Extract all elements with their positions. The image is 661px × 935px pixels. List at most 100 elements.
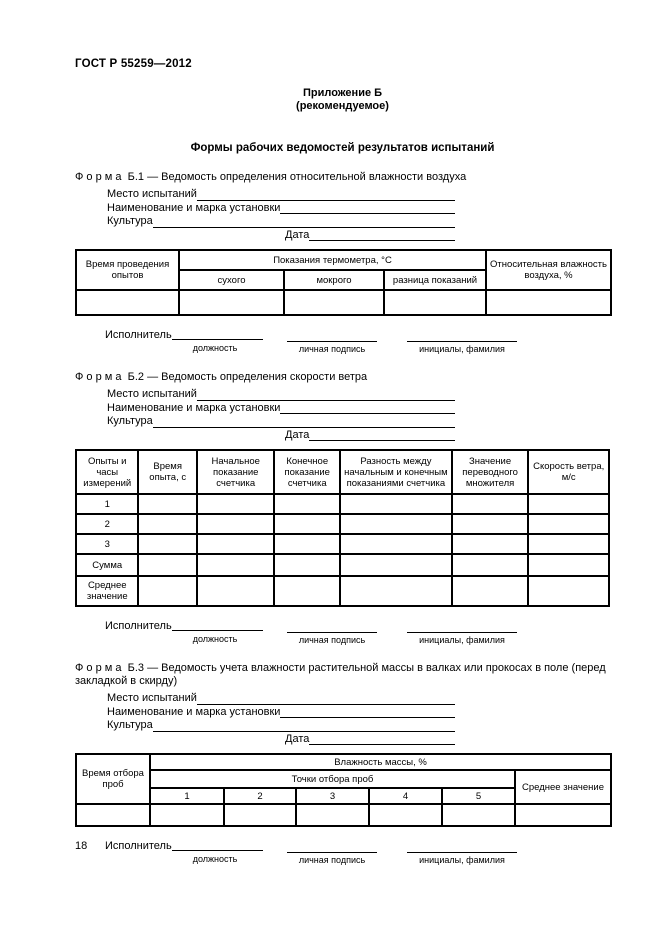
executor-position-caption: должность: [192, 343, 238, 353]
field-date-label: Дата: [285, 428, 310, 441]
b3-group-points: Точки отбора проб: [149, 769, 516, 789]
table-row: 2: [74, 513, 610, 535]
b2-row-label: 3: [74, 533, 140, 555]
table-row: Среднее значение: [74, 575, 610, 607]
form-b3-title: Ф о р м а Б.3 — Ведомость учета влажност…: [75, 662, 609, 687]
executor-name-caption: инициалы, фамилия: [419, 635, 505, 645]
form-b2-fields: Место испытаний Наименование и марка уст…: [107, 388, 455, 442]
b1-sub-dry: сухого: [178, 269, 285, 291]
empty-cell: [195, 533, 276, 555]
field-date-blank: [309, 229, 455, 241]
empty-cell: [273, 513, 341, 535]
field-culture-label: Культура: [107, 215, 153, 227]
field-date-blank: [309, 429, 455, 441]
b1-col-time: Время проведения опытов: [75, 249, 180, 291]
executor-name-block: инициалы, фамилия: [407, 620, 517, 645]
field-culture: Культура: [107, 215, 455, 229]
empty-cell: [450, 553, 530, 577]
empty-cell: [195, 553, 276, 577]
executor-position-block: Исполнитель должность: [105, 840, 263, 865]
b3-point: 3: [295, 787, 370, 805]
executor-position-blank: [171, 840, 263, 851]
field-date-label: Дата: [285, 732, 310, 745]
b2-row-label: 2: [74, 513, 140, 535]
field-installation-label: Наименование и марка установки: [107, 401, 281, 414]
executor-position-block: Исполнитель должность: [105, 620, 263, 645]
field-installation: Наименование и марка установки: [107, 402, 455, 416]
field-culture-blank: [152, 719, 455, 732]
empty-cell: [273, 493, 341, 515]
field-culture-label: Культура: [107, 719, 153, 731]
form-b3-fields: Место испытаний Наименование и марка уст…: [107, 692, 455, 746]
empty-cell: [450, 493, 530, 515]
b3-group-moisture: Влажность массы, %: [148, 753, 613, 771]
empty-cell: [527, 533, 610, 555]
empty-cell: [485, 289, 613, 316]
form-b1-table: Время проведения опытов Показания термом…: [75, 249, 613, 316]
b3-col-time: Время отбора проб: [75, 753, 151, 805]
field-installation-label: Наименование и марка установки: [107, 201, 281, 214]
empty-cell: [338, 513, 453, 535]
empty-cell: [527, 575, 610, 607]
field-culture-blank: [152, 215, 455, 228]
b2-header: Опыты и часы измерений: [74, 449, 140, 495]
empty-cell: [513, 803, 613, 827]
b3-point: 2: [223, 787, 297, 805]
executor-label: Исполнитель: [105, 620, 172, 632]
empty-cell: [137, 533, 198, 555]
b2-row-label: Сумма: [74, 553, 140, 577]
empty-cell: [527, 513, 610, 535]
form-b1-title: Ф о р м а Б.1 — Ведомость определения от…: [75, 171, 467, 183]
date-spacer: [107, 229, 285, 243]
empty-cell: [137, 575, 198, 607]
form-b1-fields: Место испытаний Наименование и марка уст…: [107, 188, 455, 242]
field-place-label: Место испытаний: [107, 188, 197, 200]
form-b3-executor: Исполнитель должность личная подпись ини…: [105, 840, 610, 865]
field-installation-blank: [280, 706, 455, 718]
b2-header: Конечное показание счетчика: [273, 449, 341, 495]
field-culture-blank: [152, 415, 455, 428]
b3-point: 1: [149, 787, 225, 805]
empty-cell: [338, 493, 453, 515]
executor-name-blank: [407, 620, 517, 633]
empty-cell: [195, 513, 276, 535]
field-installation: Наименование и марка установки: [107, 706, 455, 720]
empty-cell: [295, 803, 370, 827]
table-row: 1: [74, 493, 610, 515]
form-b2-title: Ф о р м а Б.2 — Ведомость определения ск…: [75, 371, 368, 383]
form-b1-executor: Исполнитель должность личная подпись ини…: [105, 329, 610, 354]
executor-signature-block: личная подпись: [287, 840, 377, 865]
table-row: 3: [74, 533, 610, 555]
field-date: Дата: [107, 733, 455, 747]
b3-col-mean: Среднее значение: [513, 769, 613, 805]
executor-label: Исполнитель: [105, 840, 172, 852]
empty-cell: [178, 289, 285, 316]
field-place-blank: [196, 188, 455, 201]
date-spacer: [107, 429, 285, 443]
executor-name-block: инициалы, фамилия: [407, 840, 517, 865]
empty-cell: [382, 289, 488, 316]
empty-cell: [283, 289, 385, 316]
empty-cell: [338, 553, 453, 577]
field-place-blank: [196, 692, 455, 705]
empty-cell: [338, 575, 453, 607]
appendix-title: Приложение Б: [302, 87, 383, 99]
empty-cell: [195, 493, 276, 515]
page-number: 18: [75, 840, 88, 852]
empty-cell: [338, 533, 453, 555]
field-date: Дата: [107, 229, 455, 243]
b3-point: 4: [368, 787, 443, 805]
executor-signature-caption: личная подпись: [298, 855, 366, 865]
executor-name-caption: инициалы, фамилия: [419, 855, 505, 865]
executor-signature-blank: [287, 329, 377, 342]
executor-name-blank: [407, 329, 517, 342]
empty-cell: [137, 493, 198, 515]
executor-position-caption: должность: [192, 854, 238, 864]
field-place-blank: [196, 388, 455, 401]
field-installation: Наименование и марка установки: [107, 202, 455, 216]
empty-cell: [75, 289, 180, 316]
field-place-label: Место испытаний: [107, 388, 197, 400]
field-installation-blank: [280, 402, 455, 414]
form-b2-table: Опыты и часы измерений Время опыта, с На…: [74, 449, 610, 607]
